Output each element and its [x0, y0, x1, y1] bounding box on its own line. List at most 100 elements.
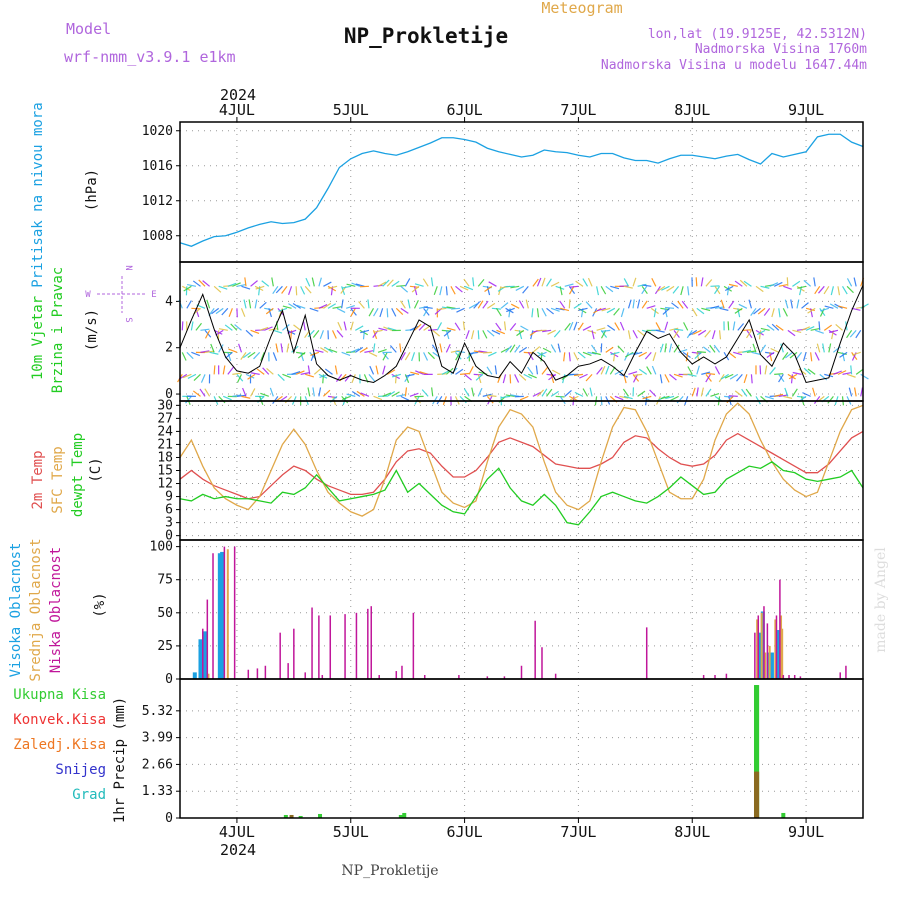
wind-arrow [718, 330, 722, 340]
wind-arrow [278, 307, 288, 312]
wind-arrow [455, 350, 465, 353]
wind-arrow [846, 373, 856, 378]
coords-label: lon,lat (19.9125E, 42.5312N) [648, 27, 867, 42]
wind-arrow [496, 329, 506, 335]
wind-arrow [250, 280, 258, 287]
wind-arrow [642, 395, 652, 400]
wind-arrow [314, 349, 324, 353]
wind-arrow [487, 394, 497, 397]
wind-arrow [746, 330, 752, 339]
wind-arrow [696, 365, 700, 375]
wind-arrow [280, 343, 284, 353]
wind-arrow [303, 321, 306, 331]
cloud-low-bar [839, 672, 841, 679]
wind-arrow [713, 344, 721, 353]
year-top: 2024 [220, 86, 256, 104]
wind-arrow [350, 348, 360, 353]
wind-arrow [286, 343, 290, 353]
wind-arrow [436, 396, 443, 405]
wind-arrow [360, 392, 370, 397]
cloud-unit: (%) [92, 592, 108, 617]
wind-arrow [802, 392, 811, 397]
y-tick-label: 1020 [142, 124, 173, 139]
cloud-low-bar [293, 628, 295, 679]
wind-arrow [459, 372, 470, 375]
wind-arrow [696, 387, 699, 397]
wind-arrow [368, 373, 376, 382]
wind-arrow [343, 321, 347, 331]
wind-arrow [839, 351, 848, 358]
wind-arrow [734, 307, 743, 314]
wind-arrow [300, 352, 305, 362]
compass-w: W [85, 290, 91, 300]
wind-arrow [262, 367, 270, 375]
wind-arrow [805, 325, 815, 331]
cloud-low-bar [779, 579, 781, 679]
tsfc-label: SFC Temp [50, 446, 66, 513]
wind-arrow [486, 329, 495, 337]
wind-arrow [614, 395, 624, 401]
wind-arrow [665, 395, 675, 400]
wind-arrow [687, 286, 690, 296]
wind-arrow [578, 307, 588, 311]
wind-arrow [331, 330, 337, 339]
wind-arrow [455, 368, 464, 375]
wind-arrow [710, 392, 720, 397]
wind-arrow [550, 374, 555, 384]
cloud-low-bar [754, 632, 756, 679]
wind-arrow [720, 299, 725, 309]
wind-arrow [610, 285, 620, 290]
wind-arrow [738, 303, 748, 309]
wind-arrow [200, 374, 206, 383]
wind-arrow [186, 284, 197, 287]
wind-arrow [537, 351, 547, 357]
cloud-mid-bar [760, 612, 763, 679]
wind-arrow [784, 351, 793, 359]
panel-frame [179, 678, 864, 819]
cloud-low-bar [763, 606, 765, 679]
cloud-low-bar [367, 608, 369, 679]
wind-arrow [432, 329, 440, 337]
wind-arrow [427, 351, 435, 360]
wind-arrow [265, 307, 274, 315]
wind-arrow [254, 299, 258, 309]
cloud-low-bar [725, 673, 728, 679]
wind-arrow [475, 373, 484, 381]
wind-arrow [680, 286, 684, 296]
wind-arrow [766, 351, 775, 359]
y-tick-label: 0 [165, 672, 173, 687]
wind-arrow [272, 285, 279, 295]
wind-arrow [666, 285, 675, 292]
wind-arrow [652, 352, 657, 362]
wind-arrow [792, 329, 802, 334]
wind-arrow [651, 365, 657, 375]
wind-arrow [553, 329, 561, 338]
cloud-mid-bar [768, 645, 771, 679]
wind-arrow [377, 348, 387, 353]
wind-arrow [271, 277, 274, 287]
t2m-line [179, 430, 864, 500]
cloud-low-bar [223, 546, 226, 679]
wind-arrow [710, 305, 720, 309]
wind-arrow [814, 329, 824, 334]
model-label: Model [66, 20, 111, 38]
wind-arrow [477, 279, 485, 287]
wind-arrow [242, 351, 251, 359]
hail-label: Grad [72, 787, 106, 803]
cloud-low-bar [206, 599, 209, 679]
wind-arrow [225, 351, 233, 359]
wind-arrow [542, 347, 552, 353]
wind-arrow [360, 329, 370, 334]
cloud-high-bar [217, 553, 222, 679]
wind-arrow [756, 329, 766, 336]
y-tick-label: 12 [157, 477, 173, 492]
wind-arrow [550, 307, 560, 312]
wind-arrow [213, 365, 216, 375]
wind-arrow [807, 368, 816, 375]
wind-arrow [605, 285, 614, 293]
wind-arrow [296, 304, 306, 309]
wind-arrow [585, 373, 593, 382]
wind-arrow [822, 343, 825, 353]
wind-arrow [396, 394, 406, 397]
wind-arrow [741, 388, 748, 397]
